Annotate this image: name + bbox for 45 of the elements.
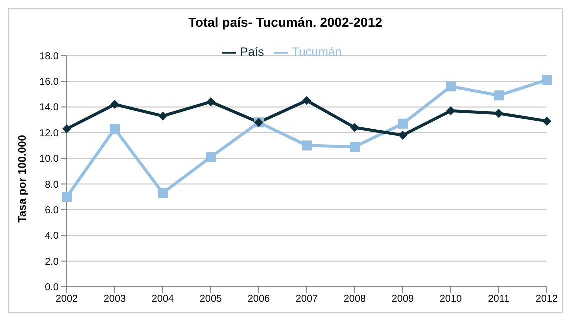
point — [206, 98, 216, 107]
chart-title: Total país- Tucumán. 2002-2012 — [188, 15, 384, 30]
x-tick-label: 2005 — [200, 294, 223, 306]
x-tick-label: 2007 — [296, 294, 319, 306]
point — [398, 130, 408, 140]
point — [494, 90, 504, 101]
point — [206, 152, 216, 162]
point — [398, 118, 408, 129]
x-tick-label: 2011 — [488, 294, 510, 306]
point — [542, 75, 552, 86]
x-tick-label: 2012 — [536, 294, 559, 306]
x-tick-label: 2010 — [440, 294, 463, 306]
y-tick-label: 10.0 — [40, 154, 60, 166]
point — [446, 106, 456, 116]
point — [302, 140, 312, 151]
point — [110, 100, 120, 110]
x-tick-label: 2004 — [152, 294, 175, 306]
y-tick-label: 8.0 — [45, 180, 60, 191]
point — [302, 96, 312, 106]
y-axis-title: Tasa por 100.000 — [17, 135, 29, 223]
y-tick-label: 16.0 — [40, 77, 60, 88]
point — [542, 116, 552, 126]
y-tick-label: 6.0 — [45, 205, 60, 216]
y-tick-label: 12.0 — [40, 128, 60, 140]
point — [110, 124, 120, 134]
point — [494, 109, 504, 118]
point — [158, 188, 168, 198]
point — [350, 123, 360, 132]
y-tick-label: 2.0 — [45, 256, 60, 268]
point — [158, 112, 168, 121]
legend-label: País — [240, 45, 264, 59]
legend-label: Tucumán — [292, 45, 342, 59]
y-tick-label: 0.0 — [45, 282, 60, 294]
x-tick-label: 2002 — [56, 294, 79, 306]
x-tick-label: 2006 — [248, 294, 271, 306]
x-tick-label: 2009 — [392, 294, 415, 306]
point — [62, 192, 72, 202]
y-tick-label: 4.0 — [45, 231, 60, 242]
x-tick-label: 2003 — [104, 294, 127, 306]
y-tick-label: 18.0 — [40, 51, 60, 62]
point — [62, 124, 72, 134]
point — [350, 142, 360, 152]
point — [446, 82, 456, 92]
y-tick-label: 14.0 — [40, 102, 60, 114]
x-tick-label: 2008 — [344, 294, 367, 306]
